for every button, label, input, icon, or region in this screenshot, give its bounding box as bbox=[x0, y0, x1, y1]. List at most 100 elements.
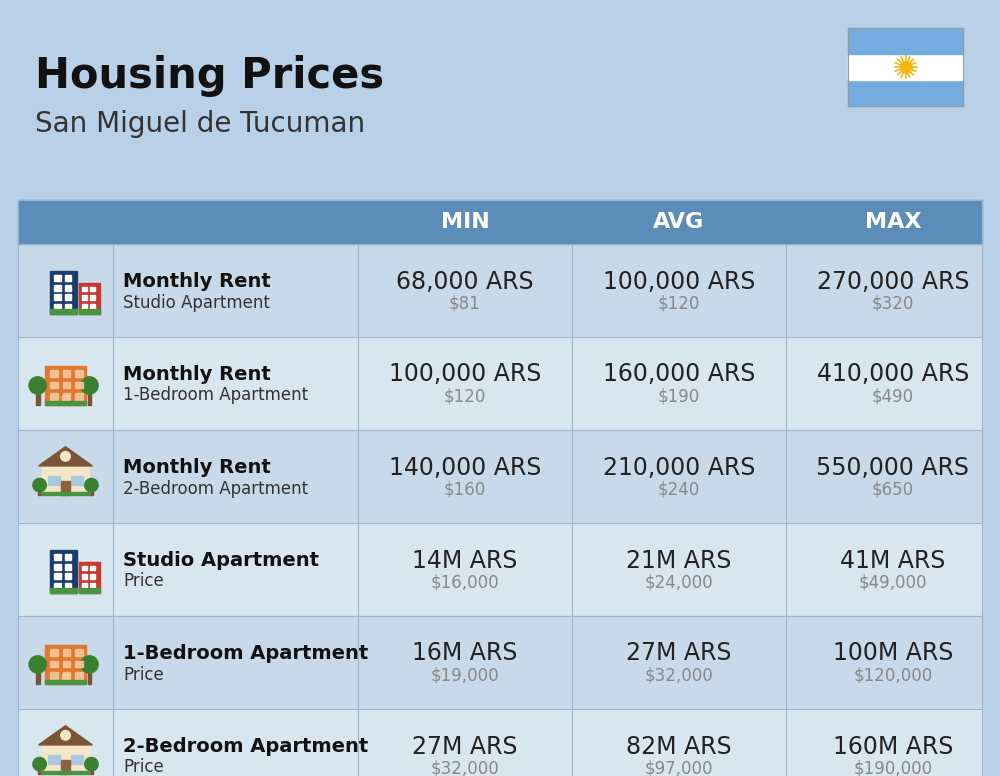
Bar bbox=[65, 294, 71, 300]
Text: $160: $160 bbox=[444, 480, 486, 498]
Bar bbox=[18, 200, 982, 244]
Bar bbox=[75, 382, 83, 388]
Bar bbox=[50, 660, 58, 667]
Text: Housing Prices: Housing Prices bbox=[35, 55, 384, 97]
Text: 2-Bedroom Apartment: 2-Bedroom Apartment bbox=[123, 737, 368, 756]
Bar bbox=[63, 649, 70, 656]
Bar bbox=[54, 563, 61, 570]
Text: 210,000 ARS: 210,000 ARS bbox=[603, 456, 755, 480]
Text: 140,000 ARS: 140,000 ARS bbox=[389, 456, 541, 480]
Text: $120: $120 bbox=[658, 295, 700, 313]
Bar bbox=[54, 275, 61, 281]
Text: $32,000: $32,000 bbox=[645, 667, 713, 684]
Bar bbox=[75, 370, 83, 377]
Bar bbox=[62, 395, 69, 404]
Bar bbox=[90, 566, 95, 570]
Bar bbox=[65, 583, 71, 589]
Bar bbox=[90, 286, 95, 292]
Bar bbox=[88, 386, 91, 404]
Bar bbox=[36, 386, 40, 404]
Text: $24,000: $24,000 bbox=[645, 573, 713, 591]
Bar bbox=[63, 382, 70, 388]
Bar bbox=[848, 54, 963, 80]
Bar bbox=[54, 285, 61, 290]
Bar bbox=[90, 304, 95, 309]
Bar bbox=[50, 550, 77, 593]
Polygon shape bbox=[39, 726, 92, 745]
Bar bbox=[79, 587, 100, 593]
Bar bbox=[18, 337, 982, 430]
Bar bbox=[42, 466, 89, 495]
Text: 41M ARS: 41M ARS bbox=[840, 549, 946, 573]
Bar bbox=[50, 393, 58, 400]
Text: Monthly Rent: Monthly Rent bbox=[123, 458, 271, 477]
Bar bbox=[48, 754, 60, 764]
Text: $320: $320 bbox=[872, 295, 914, 313]
Text: 21M ARS: 21M ARS bbox=[626, 549, 732, 573]
Bar bbox=[63, 370, 70, 377]
Bar bbox=[65, 554, 71, 560]
Bar bbox=[90, 583, 95, 587]
Bar bbox=[63, 393, 70, 400]
Bar bbox=[75, 649, 83, 656]
Bar bbox=[75, 393, 83, 400]
Bar bbox=[18, 244, 982, 337]
Circle shape bbox=[81, 656, 98, 673]
Bar bbox=[90, 574, 95, 579]
Text: 410,000 ARS: 410,000 ARS bbox=[817, 362, 969, 386]
Text: Studio Apartment: Studio Apartment bbox=[123, 293, 270, 311]
Text: $19,000: $19,000 bbox=[431, 667, 499, 684]
Bar bbox=[75, 672, 83, 679]
Bar bbox=[61, 481, 70, 495]
Bar bbox=[65, 275, 71, 281]
Bar bbox=[71, 754, 83, 764]
Bar bbox=[50, 309, 77, 314]
Circle shape bbox=[61, 730, 70, 740]
Bar bbox=[82, 304, 87, 309]
Text: Price: Price bbox=[123, 666, 164, 684]
Bar bbox=[848, 28, 963, 54]
Bar bbox=[71, 476, 83, 485]
Bar bbox=[75, 660, 83, 667]
Circle shape bbox=[81, 377, 98, 394]
Circle shape bbox=[85, 479, 98, 492]
Text: 550,000 ARS: 550,000 ARS bbox=[816, 456, 970, 480]
Bar bbox=[42, 492, 89, 495]
Bar bbox=[65, 573, 71, 579]
Bar bbox=[89, 485, 93, 495]
Text: 2-Bedroom Apartment: 2-Bedroom Apartment bbox=[123, 480, 308, 497]
Bar bbox=[54, 573, 61, 579]
Text: 100,000 ARS: 100,000 ARS bbox=[603, 269, 755, 293]
Bar bbox=[50, 672, 58, 679]
Text: 100M ARS: 100M ARS bbox=[833, 642, 953, 666]
Bar bbox=[18, 616, 982, 709]
Text: $490: $490 bbox=[872, 387, 914, 406]
Bar bbox=[848, 80, 963, 106]
Polygon shape bbox=[39, 447, 92, 466]
Text: 160M ARS: 160M ARS bbox=[833, 735, 953, 758]
Bar bbox=[62, 674, 69, 684]
Bar bbox=[42, 745, 89, 774]
Bar bbox=[82, 566, 87, 570]
Text: 68,000 ARS: 68,000 ARS bbox=[396, 269, 534, 293]
Text: $120: $120 bbox=[444, 387, 486, 406]
Bar bbox=[54, 554, 61, 560]
Bar bbox=[42, 771, 89, 774]
Text: $81: $81 bbox=[449, 295, 481, 313]
Bar bbox=[38, 485, 42, 495]
Bar bbox=[65, 304, 71, 310]
Bar bbox=[65, 285, 71, 290]
Bar bbox=[48, 476, 60, 485]
Bar bbox=[82, 296, 87, 300]
Text: $120,000: $120,000 bbox=[853, 667, 933, 684]
Bar bbox=[89, 764, 93, 774]
Bar bbox=[82, 574, 87, 579]
Bar bbox=[79, 562, 100, 593]
Bar bbox=[18, 523, 982, 616]
Text: 1-Bedroom Apartment: 1-Bedroom Apartment bbox=[123, 386, 308, 404]
Bar bbox=[54, 583, 61, 589]
Bar bbox=[82, 583, 87, 587]
Circle shape bbox=[61, 452, 70, 461]
Text: 14M ARS: 14M ARS bbox=[412, 549, 518, 573]
Text: 100,000 ARS: 100,000 ARS bbox=[389, 362, 541, 386]
